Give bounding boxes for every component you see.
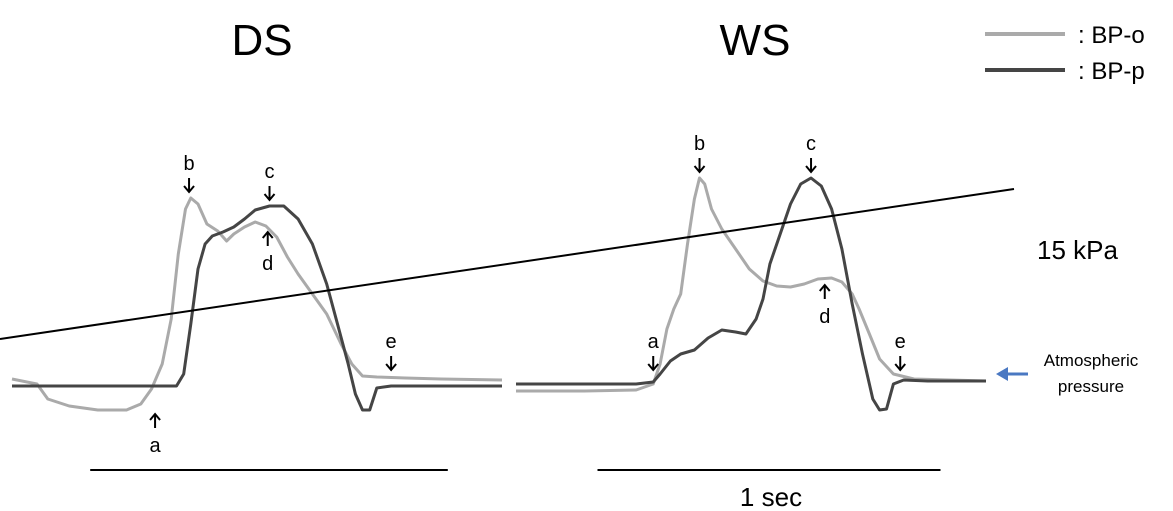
annotation-arrowhead-icon (805, 165, 817, 174)
annotation-c-ds: c (263, 161, 276, 202)
annotation-arrowhead-icon (894, 363, 907, 372)
annotation-label: e (386, 331, 397, 353)
annotation-arrowhead-icon (385, 363, 397, 372)
annotation-label: a (648, 331, 660, 353)
annotation-arrowhead-icon (183, 185, 195, 194)
annotation-label: e (895, 331, 906, 353)
annotation-arrowhead-icon (263, 193, 276, 202)
series-line-bp-o-ws (516, 176, 987, 393)
series-line-bp-o-ds (11, 196, 503, 412)
legend: : BP-o : BP-p (985, 22, 1145, 85)
series-line-bp-p-ws (516, 176, 986, 412)
annotation-label: a (150, 435, 162, 457)
annotation-b-ws: b (693, 133, 706, 174)
annotation-arrowhead-icon (693, 165, 706, 174)
annotation-d-ws: d (818, 283, 831, 328)
annotation-b-ds: b (183, 153, 195, 194)
annotation-d-ds: d (261, 230, 274, 275)
annotation-label: c (265, 161, 275, 183)
annotation-c-ws: c (805, 133, 817, 174)
time-scale-bars: 1 sec (90, 469, 941, 511)
annotation-label: b (694, 133, 705, 155)
time-scale-label: 1 sec (740, 482, 802, 511)
pressure-scale-bar: 15 kPa (0, 188, 1118, 340)
blue-arrowhead-icon (996, 367, 1008, 381)
pressure-scale-line (0, 188, 1015, 340)
panel-title-ws: WS (720, 16, 791, 65)
annotation-arrowhead-icon (818, 283, 831, 292)
pressure-scale-label: 15 kPa (1037, 235, 1118, 265)
legend-label-bp-o: : BP-o (1078, 22, 1145, 49)
legend-label-bp-p: : BP-p (1078, 58, 1145, 85)
annotation-label: d (262, 253, 273, 275)
series-line-bp-p-ds (12, 204, 502, 412)
annotation-arrowhead-icon (647, 363, 659, 372)
annotation-label: d (819, 306, 830, 328)
annotation-label: b (183, 153, 194, 175)
annotation-label: c (806, 133, 816, 155)
atmospheric-label-line2: pressure (1058, 377, 1124, 396)
annotation-arrowhead-icon (261, 230, 274, 239)
ds-panel: DS b c d e a (11, 16, 503, 457)
atmospheric-pressure-marker: Atmospheric pressure (996, 351, 1139, 396)
ws-panel: WS b c d e a (516, 16, 987, 412)
annotation-arrowhead-icon (149, 412, 161, 421)
annotation-a-ws: a (647, 331, 660, 372)
annotation-e-ds: e (385, 331, 397, 372)
atmospheric-label-line1: Atmospheric (1044, 351, 1139, 370)
annotation-a-ds: a (149, 412, 162, 457)
panel-title-ds: DS (231, 16, 292, 65)
annotation-e-ws: e (894, 331, 907, 372)
